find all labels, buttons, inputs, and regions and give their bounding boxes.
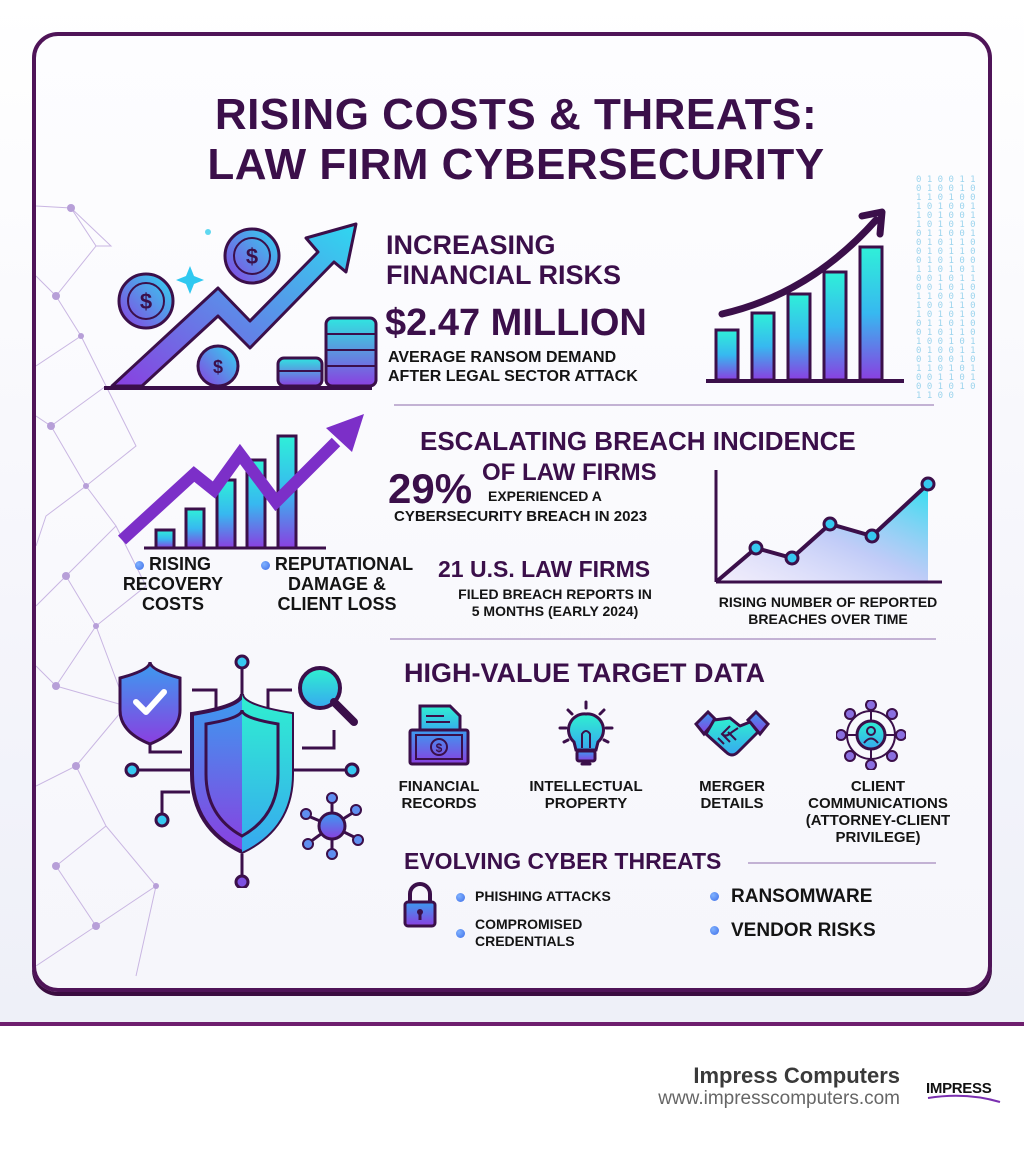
svg-text:$: $ (213, 357, 223, 377)
bullet-recovery-line-3: COSTS (141, 594, 204, 614)
svg-text:$: $ (140, 289, 152, 314)
bullet-reputation-line-3: CLIENT LOSS (277, 594, 397, 614)
bullet-recovery-line-1: RISING (149, 554, 212, 574)
target-item-client-communications: CLIENT COMMUNICATIONS (ATTORNEY-CLIENT P… (798, 778, 958, 846)
ransom-stat-value: $2.47 MILLION (385, 302, 647, 344)
threat-ransomware-label: RANSOMWARE (731, 886, 873, 907)
bullet-icon (134, 560, 144, 570)
rising-bars-zigzag-icon (117, 414, 364, 550)
target-item-label-1: FINANCIAL (398, 778, 480, 795)
target-item-label-1: MERGER (699, 778, 765, 795)
logo-swoosh-icon (927, 1094, 1001, 1103)
bullet-recovery-line-2: RECOVERY (122, 574, 224, 594)
firms-caption-line-1: FILED BREACH REPORTS IN (458, 586, 652, 602)
footer: Impress Computers www.impresscomputers.c… (0, 1026, 1024, 1154)
target-item-intellectual-property: INTELLECTUAL PROPERTY (521, 778, 651, 812)
lightbulb-icon (558, 700, 614, 766)
binary-code-decoration: 0 1 0 0 1 1 0 1 0 0 1 0 1 1 0 1 0 0 1 0 … (916, 175, 976, 401)
target-item-label-2: DETAILS (700, 795, 764, 812)
bullet-reputation-line-2: DAMAGE & (288, 574, 386, 594)
handshake-icon (694, 709, 770, 757)
financial-heading-line-1: INCREASING (386, 230, 556, 260)
bar-chart-up-arrow-icon (706, 208, 904, 383)
footer-branding: Impress Computers www.impresscomputers.c… (658, 1064, 900, 1110)
target-item-label-3: (ATTORNEY-CLIENT (805, 812, 951, 829)
bullet-icon (710, 892, 719, 902)
section-divider-2 (390, 638, 936, 640)
svg-text:$: $ (246, 244, 258, 269)
title-line-2: LAW FIRM CYBERSECURITY (207, 140, 825, 189)
threat-compromised-credentials: COMPROMISED CREDENTIALS (456, 916, 582, 950)
bullet-icon (456, 892, 465, 902)
company-name: Impress Computers (693, 1063, 900, 1088)
firms-stat: 21 U.S. LAW FIRMS (438, 556, 651, 582)
threat-phishing-label: PHISHING ATTACKS (475, 888, 611, 904)
company-logo: IMPRESS (926, 1080, 1002, 1106)
target-item-label-4: PRIVILEGE) (835, 829, 921, 846)
network-person-icon (836, 700, 906, 770)
target-item-label-2: PROPERTY (544, 795, 628, 812)
target-item-merger-details: MERGER DETAILS (667, 778, 797, 812)
bullet-recovery-costs: RISING RECOVERY COSTS (108, 554, 238, 614)
breach-percent-stat: 29% (388, 465, 473, 512)
footer-divider-bar (0, 1022, 1024, 1026)
threats-heading-rule (748, 862, 936, 864)
breach-heading: ESCALATING BREACH INCIDENCE (420, 426, 856, 456)
ransom-caption-line-2: AFTER LEGAL SECTOR ATTACK (388, 368, 638, 385)
threat-vendor-label: VENDOR RISKS (731, 920, 876, 941)
rising-arrow-coins-icon: $ $ $ (104, 222, 378, 390)
chart-caption-line-2: BREACHES OVER TIME (748, 611, 908, 627)
infographic-card: 0 1 0 0 1 1 0 1 0 0 1 0 1 1 0 1 0 0 1 0 … (32, 32, 992, 992)
bullet-icon (260, 560, 270, 570)
threat-credentials-line-1: COMPROMISED (475, 916, 583, 932)
threats-heading: EVOLVING CYBER THREATS (404, 848, 722, 874)
padlock-icon (403, 882, 437, 928)
page-title: RISING COSTS & THREATS: LAW FIRM CYBERSE… (36, 90, 988, 190)
breach-percent-suffix: OF LAW FIRMS (482, 459, 657, 486)
bullet-reputational-damage: REPUTATIONAL DAMAGE & CLIENT LOSS (242, 554, 432, 614)
security-shield-network-icon (118, 654, 364, 888)
target-item-label-1: CLIENT (850, 778, 906, 795)
breach-chart-caption: RISING NUMBER OF REPORTED BREACHES OVER … (692, 594, 964, 628)
ransom-caption-line-1: AVERAGE RANSOM DEMAND (388, 349, 617, 366)
chart-caption-line-1: RISING NUMBER OF REPORTED (718, 594, 938, 610)
target-data-heading: HIGH-VALUE TARGET DATA (404, 658, 765, 688)
threat-credentials-line-2: CREDENTIALS (475, 933, 575, 949)
svg-text:$: $ (436, 741, 443, 755)
threat-phishing: PHISHING ATTACKS (456, 888, 611, 905)
breach-percent-caption-1: EXPERIENCED A (488, 488, 602, 504)
target-item-label-2: RECORDS (401, 795, 477, 812)
target-item-label-2: COMMUNICATIONS (808, 795, 948, 812)
bullet-icon (456, 928, 465, 938)
title-line-1: RISING COSTS & THREATS: (214, 90, 818, 139)
ransom-stat-caption: AVERAGE RANSOM DEMAND AFTER LEGAL SECTOR… (388, 348, 638, 386)
breach-percent-caption-2: CYBERSECURITY BREACH IN 2023 (394, 508, 648, 525)
section-divider-1 (394, 404, 934, 406)
firms-caption-line-2: 5 MONTHS (EARLY 2024) (471, 603, 639, 619)
threat-vendor-risks: VENDOR RISKS (710, 920, 876, 942)
firms-caption: FILED BREACH REPORTS IN 5 MONTHS (EARLY … (440, 586, 670, 620)
threat-ransomware: RANSOMWARE (710, 886, 872, 908)
company-url[interactable]: www.impresscomputers.com (658, 1088, 900, 1109)
logo-text: IMPRESS (926, 1080, 992, 1097)
breach-trend-line-chart (714, 470, 942, 584)
financial-heading-line-2: FINANCIAL RISKS (386, 260, 622, 290)
target-item-financial-records: FINANCIAL RECORDS (374, 778, 504, 812)
target-item-label-1: INTELLECTUAL (529, 778, 643, 795)
money-document-icon: $ (408, 704, 470, 766)
bullet-reputation-line-1: REPUTATIONAL (274, 554, 414, 574)
bullet-icon (710, 926, 719, 936)
financial-heading: INCREASING FINANCIAL RISKS (386, 230, 621, 290)
